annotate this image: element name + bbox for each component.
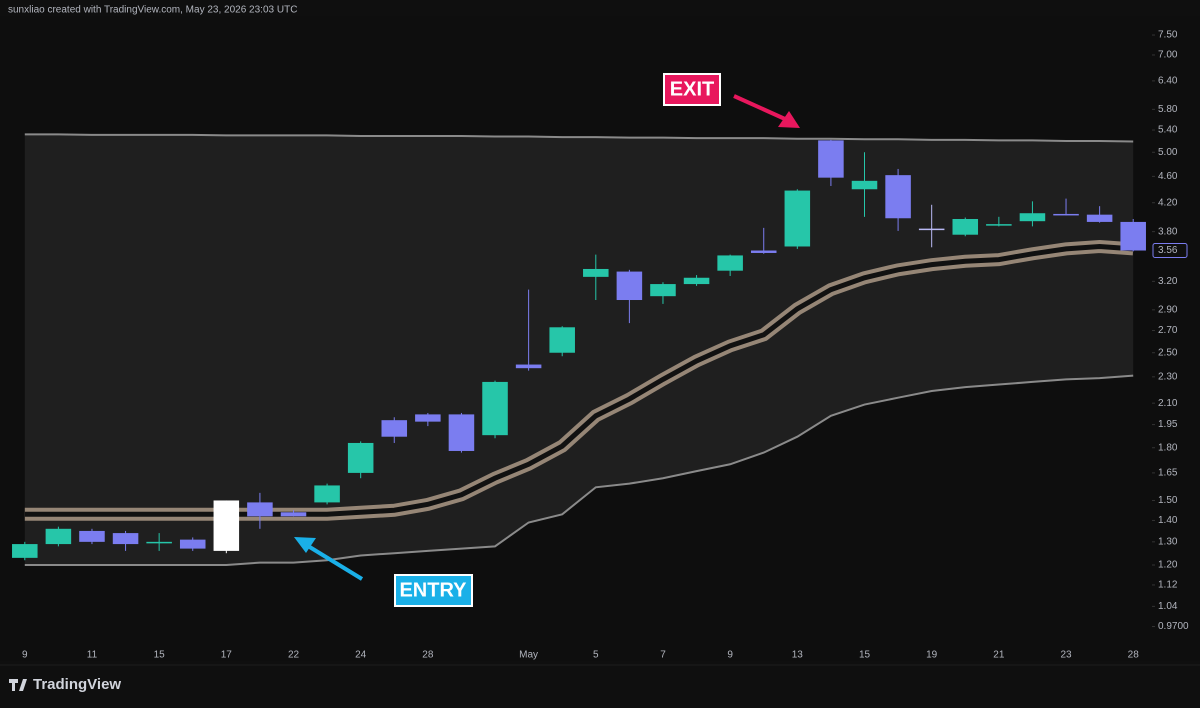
y-tick-label: 0.9700: [1158, 621, 1189, 632]
y-tick-label: 3.80: [1158, 226, 1178, 237]
plot-area: 7.50 7.00 6.40 5.80 5.40 5.00 4.60 4.20 3.80 3.20…: [0, 16, 1200, 661]
candle-body: [381, 420, 408, 437]
y-tick-label: 1.20: [1158, 560, 1178, 571]
candle-body: [280, 512, 307, 517]
y-tick-label: 4.60: [1158, 171, 1178, 182]
y-tick-label: 1.40: [1158, 515, 1178, 526]
y-tick-label: 2.30: [1158, 371, 1178, 382]
candle-body: [616, 271, 643, 301]
y-tick-label: 3.20: [1158, 276, 1178, 287]
exit-label: EXIT: [670, 78, 714, 100]
y-tick-label: 1.65: [1158, 468, 1178, 479]
candle-body: [683, 277, 710, 285]
ribbon-core: [24, 243, 1134, 517]
y-tick-label: 1.12: [1158, 580, 1178, 591]
last-price-box: [1152, 243, 1188, 259]
candle-body: [851, 180, 878, 190]
candle-body: [885, 175, 911, 219]
x-tick-label: 21: [993, 650, 1005, 661]
last-price-label: 3.56: [1158, 245, 1178, 256]
candle-body: [750, 250, 777, 253]
candle-body: [79, 530, 105, 542]
exit-box: [663, 73, 721, 106]
x-tick-label: 9: [22, 650, 28, 661]
y-tick-label: 1.95: [1158, 419, 1178, 430]
candle-body: [1053, 213, 1079, 216]
y-tick-label: 7.50: [1158, 30, 1178, 41]
candle-body: [515, 364, 542, 369]
x-tick-label: 15: [154, 650, 166, 661]
candle-body: [347, 442, 374, 473]
y-tick-label: 6.40: [1158, 76, 1178, 87]
brand-logo: [9, 679, 27, 691]
candle-body: [717, 255, 743, 271]
x-tick-label: 5: [593, 650, 599, 661]
entry-label: ENTRY: [399, 579, 467, 601]
y-tick-label: 5.80: [1158, 104, 1178, 115]
candle-body: [784, 190, 811, 247]
x-tick-label: 28: [422, 650, 434, 661]
entry-box: [394, 574, 473, 607]
y-tick-label: 1.30: [1158, 536, 1178, 547]
candle-body: [818, 140, 844, 178]
candle-body: [549, 327, 575, 353]
candle-body: [314, 485, 340, 503]
x-tick-label: 15: [859, 650, 871, 661]
y-tick-label: 7.00: [1158, 50, 1178, 61]
y-tick-label: 2.50: [1158, 347, 1178, 358]
candle-body: [45, 528, 72, 545]
band-line: [24, 133, 1134, 143]
entry-arrowhead: [294, 537, 316, 553]
x-tick-label: 23: [1060, 650, 1072, 661]
y-tick-label: 4.20: [1158, 197, 1178, 208]
y-tick-label: 5.00: [1158, 147, 1178, 158]
x-tick-label: 7: [660, 650, 666, 661]
candle-body: [482, 381, 508, 436]
x-tick-label: 11: [87, 650, 98, 661]
candle-body: [213, 500, 240, 551]
x-tick-label: 22: [288, 650, 300, 661]
candle-body: [12, 544, 38, 558]
x-tick-label: May: [519, 650, 538, 661]
candle-body: [247, 502, 273, 517]
y-tick-label: 2.70: [1158, 325, 1178, 336]
y-tick-label: 2.90: [1158, 304, 1178, 315]
candle-body: [112, 533, 139, 545]
logo-mark: [9, 679, 27, 691]
x-tick-label: 19: [926, 650, 938, 661]
y-tick-label: 1.50: [1158, 495, 1178, 506]
y-tick-label: 1.04: [1158, 601, 1178, 612]
x-tick-label: 13: [792, 650, 804, 661]
candle-body: [415, 414, 441, 422]
y-tick-label: 2.10: [1158, 398, 1178, 409]
exit-arrowhead: [778, 111, 800, 128]
band-fill: [24, 134, 1134, 565]
entry-arrow: [306, 544, 364, 581]
x-tick-label: 24: [355, 650, 367, 661]
brand: TradingView: [33, 676, 121, 693]
exit-arrow: [733, 94, 786, 121]
candle-body: [1086, 214, 1113, 222]
candle-body: [986, 224, 1012, 226]
credit: sunxliao created with TradingView.com, M…: [8, 5, 297, 16]
candle-body: [448, 414, 475, 451]
x-tick-label: 28: [1128, 650, 1140, 661]
candle-body: [179, 539, 206, 549]
candle-body: [583, 268, 609, 277]
x-tick-label: 9: [727, 650, 733, 661]
y-tick-label: 5.40: [1158, 125, 1178, 136]
candle-body: [650, 284, 676, 297]
candle-body: [146, 541, 172, 544]
candle-body: [1019, 213, 1046, 222]
candle-body: [952, 218, 979, 235]
x-tick-label: 17: [221, 650, 233, 661]
candle-body: [1120, 221, 1146, 251]
y-tick-label: 1.80: [1158, 442, 1178, 453]
candle-body: [918, 228, 945, 231]
band-line: [24, 374, 1134, 566]
